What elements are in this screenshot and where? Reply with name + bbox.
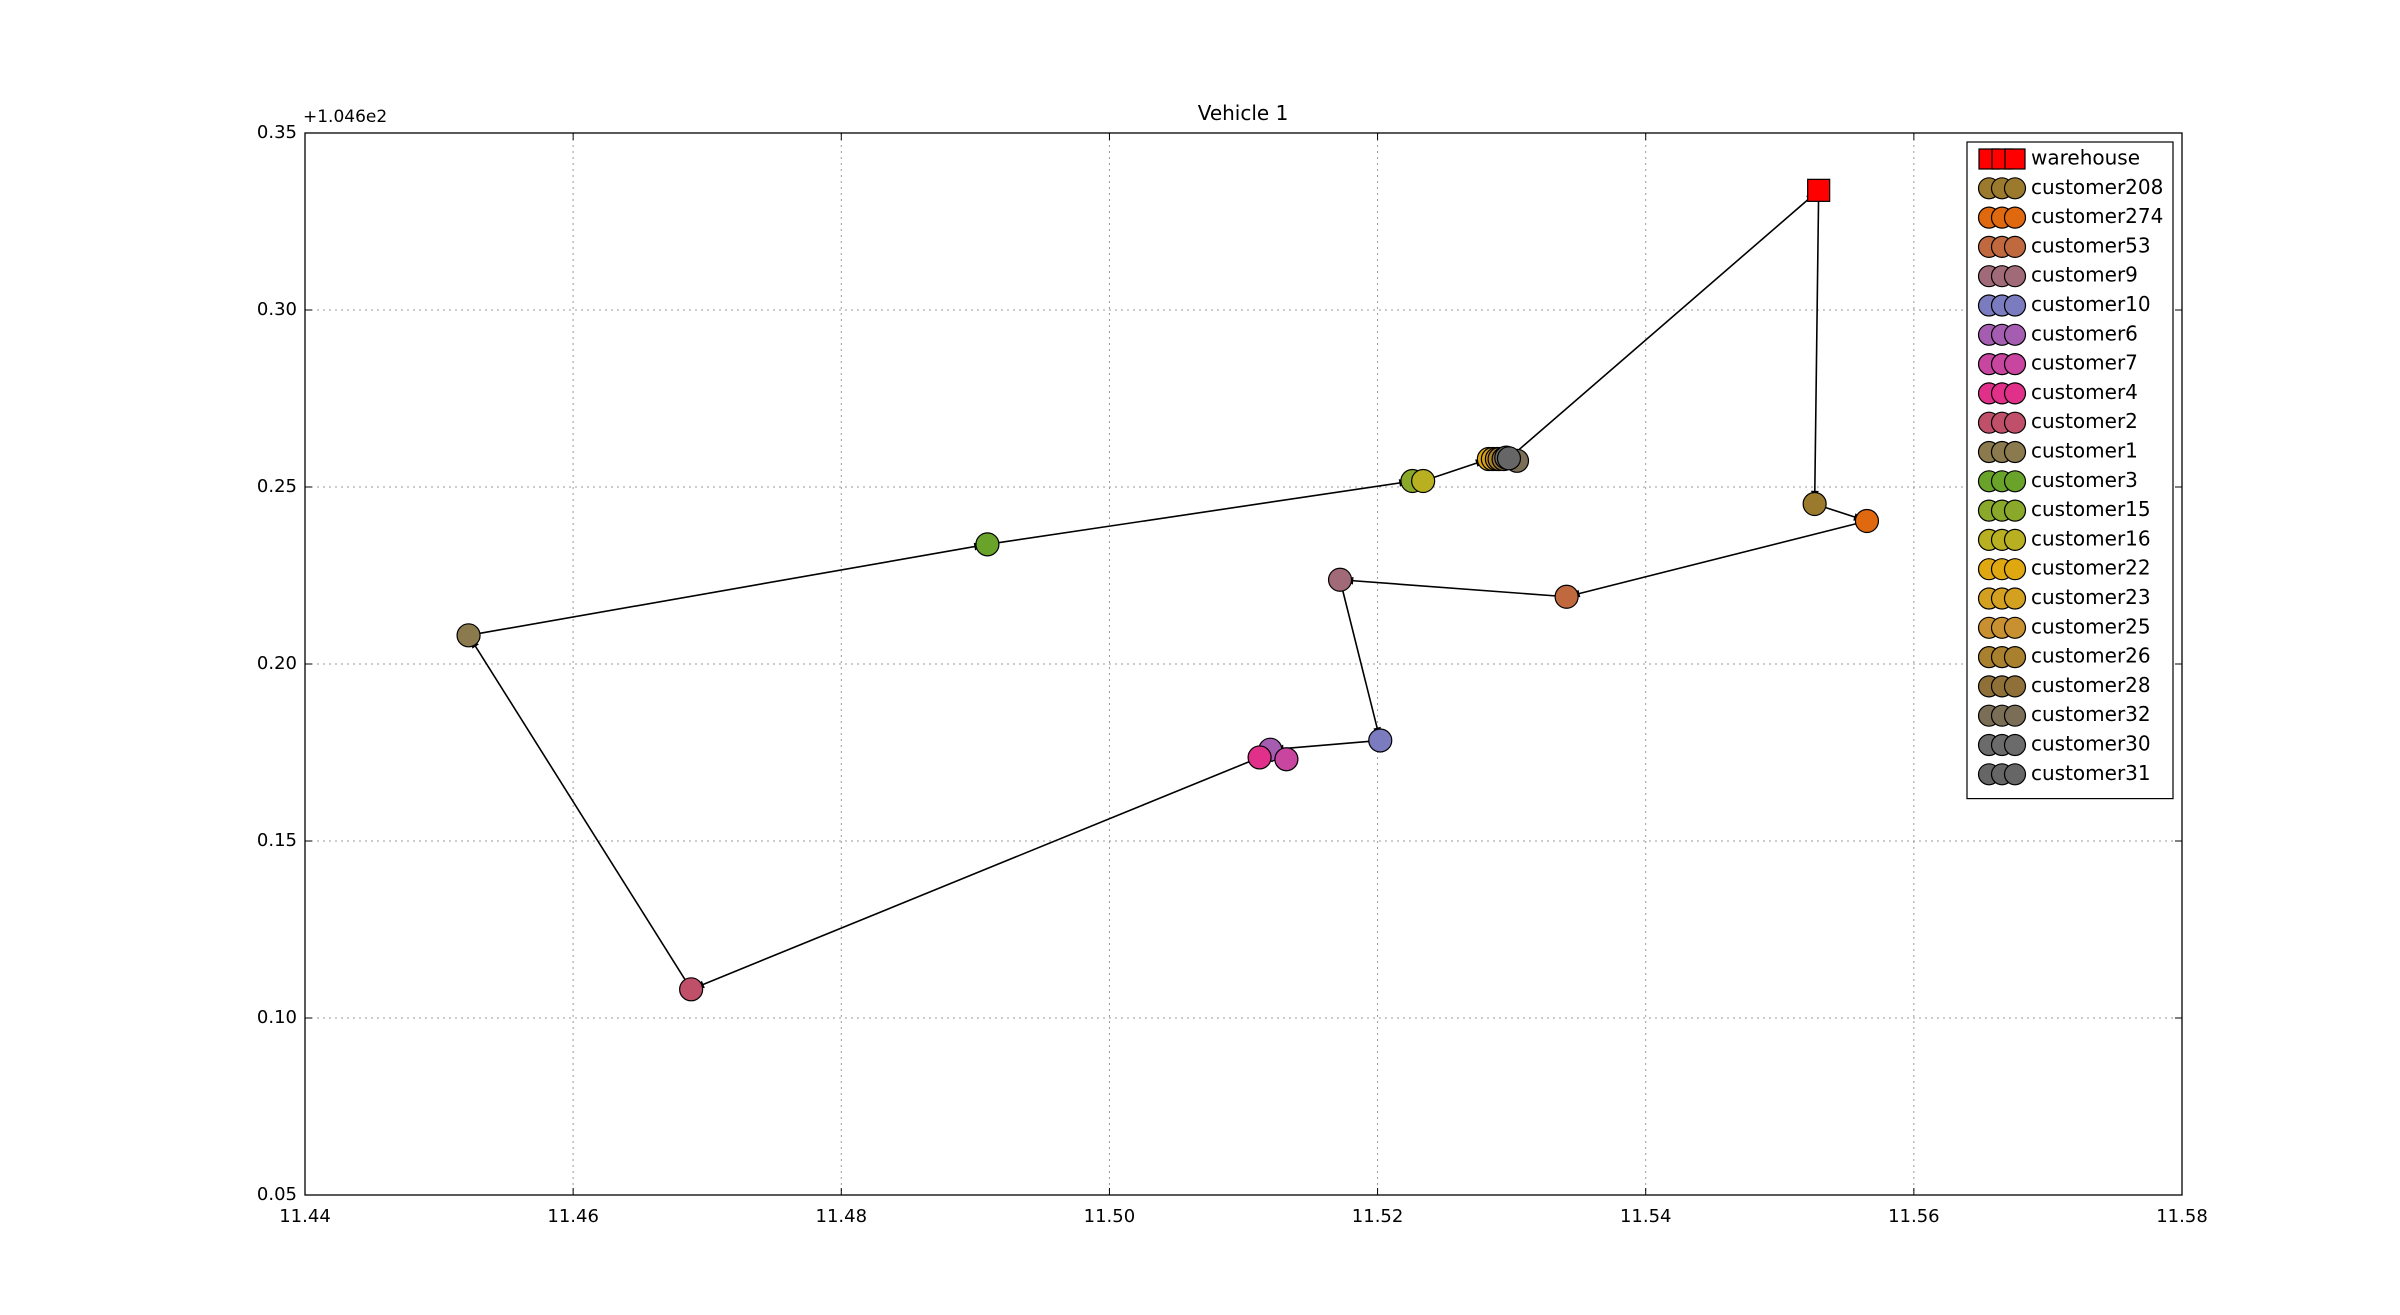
legend-label: customer25 xyxy=(2031,614,2151,638)
legend-marker xyxy=(2003,528,2027,552)
x-tick-label: 11.44 xyxy=(279,1206,331,1227)
warehouse-marker xyxy=(1807,178,1831,202)
legend-label: customer30 xyxy=(2031,732,2151,756)
legend-marker xyxy=(2003,675,2027,698)
legend-marker xyxy=(2003,616,2027,639)
chart-title: Vehicle 1 xyxy=(1198,101,1289,125)
legend-label: customer22 xyxy=(2031,556,2151,580)
x-tick-label: 11.56 xyxy=(1888,1206,1940,1227)
legend-marker xyxy=(2003,294,2027,317)
legend-marker xyxy=(2003,382,2027,405)
x-tick-label: 11.48 xyxy=(816,1206,868,1227)
legend-label: customer3 xyxy=(2031,468,2138,492)
y-offset-label: +1.046e2 xyxy=(303,107,387,127)
customer-marker xyxy=(456,623,481,648)
legend-label: customer4 xyxy=(2031,380,2138,404)
legend-marker xyxy=(2003,265,2027,288)
y-tick-label: 0.15 xyxy=(257,830,297,851)
route-segment xyxy=(1566,520,1868,598)
y-tick-label: 0.20 xyxy=(257,653,297,674)
legend: warehouse customer208 customer274 customer5… xyxy=(1966,141,2174,800)
customer-marker xyxy=(1802,491,1827,517)
legend-label: customer208 xyxy=(2031,175,2163,199)
legend-label: customer2 xyxy=(2031,409,2138,433)
legend-marker xyxy=(2003,323,2027,346)
legend-label: customer1 xyxy=(2031,439,2138,463)
y-tick-label: 0.10 xyxy=(257,1007,297,1028)
route-segment xyxy=(1508,189,1820,459)
legend-label: warehouse xyxy=(2031,146,2140,170)
y-tick-label: 0.30 xyxy=(257,299,297,320)
x-tick-label: 11.50 xyxy=(1084,1206,1136,1227)
legend-marker xyxy=(2003,470,2027,493)
legend-label: customer15 xyxy=(2031,497,2151,521)
legend-label: customer31 xyxy=(2031,761,2151,785)
legend-marker xyxy=(2003,353,2027,376)
legend-marker xyxy=(2003,558,2027,581)
legend-marker xyxy=(2003,645,2027,669)
legend-label: customer6 xyxy=(2031,321,2138,345)
customer-marker xyxy=(1854,508,1880,534)
legend-marker xyxy=(2003,587,2027,610)
plot-frame xyxy=(304,132,2183,1196)
legend-marker xyxy=(2003,235,2027,258)
route-segment xyxy=(690,756,1260,991)
legend-marker xyxy=(2003,733,2027,757)
route-segment xyxy=(1813,190,1820,505)
route-segment xyxy=(1339,579,1382,741)
legend-marker xyxy=(2003,499,2027,522)
legend-marker xyxy=(2004,148,2026,170)
route-segment xyxy=(1339,578,1567,598)
legend-marker xyxy=(2003,177,2027,200)
legend-label: customer9 xyxy=(2031,263,2138,287)
customer-marker xyxy=(975,532,1000,557)
legend-marker xyxy=(2003,763,2027,786)
legend-label: customer274 xyxy=(2031,204,2163,228)
customer-marker xyxy=(1368,728,1393,753)
legend-label: customer26 xyxy=(2031,644,2151,668)
legend-marker xyxy=(2003,704,2027,727)
x-tick-label: 11.46 xyxy=(547,1206,599,1227)
customer-marker xyxy=(1274,747,1299,772)
x-tick-label: 11.52 xyxy=(1352,1206,1404,1227)
legend-label: customer53 xyxy=(2031,233,2151,257)
legend-label: customer7 xyxy=(2031,351,2138,375)
legend-label: customer10 xyxy=(2031,292,2151,316)
customer-marker xyxy=(679,977,704,1002)
legend-marker xyxy=(2003,440,2027,464)
y-tick-label: 0.05 xyxy=(257,1184,297,1205)
legend-label: customer16 xyxy=(2031,526,2151,550)
legend-marker xyxy=(2003,206,2027,229)
route-segment xyxy=(987,480,1413,546)
y-tick-label: 0.25 xyxy=(257,476,297,497)
customer-marker xyxy=(1411,468,1436,494)
y-tick-label: 0.35 xyxy=(257,122,297,143)
x-tick-label: 11.58 xyxy=(2156,1206,2208,1227)
customer-marker xyxy=(1554,584,1579,609)
route-segment xyxy=(467,634,692,990)
legend-label: customer28 xyxy=(2031,673,2151,697)
customer-marker xyxy=(1496,446,1522,471)
route-segment xyxy=(468,543,988,637)
legend-label: customer32 xyxy=(2031,702,2151,726)
x-tick-label: 11.54 xyxy=(1620,1206,1672,1227)
customer-marker xyxy=(1247,745,1272,770)
customer-marker xyxy=(1327,567,1353,592)
legend-label: customer23 xyxy=(2031,585,2151,609)
legend-marker xyxy=(2003,411,2027,434)
